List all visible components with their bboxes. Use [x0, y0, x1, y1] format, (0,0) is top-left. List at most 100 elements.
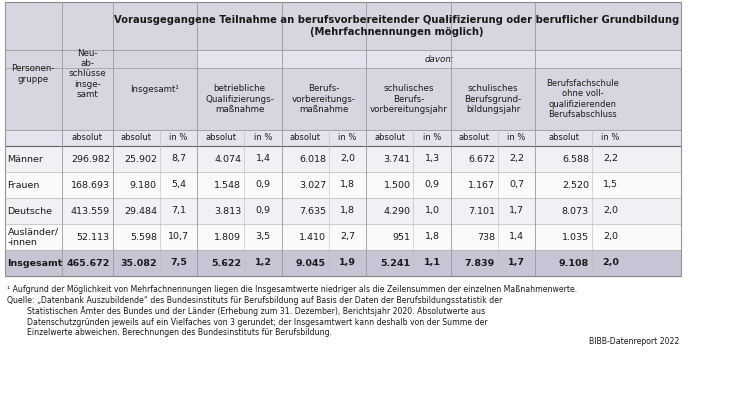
- Text: 5.598: 5.598: [130, 232, 157, 242]
- Text: 25.902: 25.902: [124, 154, 157, 164]
- Bar: [366, 172, 413, 198]
- Bar: [112, 50, 197, 130]
- Bar: [112, 130, 160, 146]
- Text: Deutsche: Deutsche: [7, 206, 53, 216]
- Bar: [4, 172, 62, 198]
- Bar: [629, 172, 681, 198]
- Text: Berufs-
vorbereitungs-
maßnahme: Berufs- vorbereitungs- maßnahme: [292, 84, 356, 114]
- Text: 1.410: 1.410: [299, 232, 326, 242]
- Bar: [498, 250, 535, 276]
- Bar: [413, 198, 451, 224]
- Text: davon:: davon:: [424, 54, 454, 64]
- Text: in %: in %: [423, 134, 441, 142]
- Text: BIBB-Datenreport 2022: BIBB-Datenreport 2022: [589, 337, 679, 346]
- Bar: [197, 172, 245, 198]
- Text: 5.622: 5.622: [211, 258, 242, 268]
- Bar: [197, 146, 245, 172]
- Text: 7.839: 7.839: [465, 258, 495, 268]
- Text: 4.290: 4.290: [383, 206, 410, 216]
- Text: 2,2: 2,2: [509, 154, 524, 164]
- Bar: [366, 130, 413, 146]
- Bar: [282, 130, 328, 146]
- Text: 2,2: 2,2: [603, 154, 618, 164]
- Bar: [328, 130, 366, 146]
- Text: 2,0: 2,0: [602, 258, 619, 268]
- Text: 1.500: 1.500: [383, 180, 410, 190]
- Bar: [535, 250, 592, 276]
- Text: 0,9: 0,9: [425, 180, 439, 190]
- Bar: [112, 2, 681, 50]
- Text: 0,7: 0,7: [509, 180, 524, 190]
- Bar: [366, 224, 413, 250]
- Text: 7.101: 7.101: [468, 206, 495, 216]
- Bar: [245, 198, 282, 224]
- Bar: [328, 250, 366, 276]
- Bar: [62, 172, 112, 198]
- Text: 7.635: 7.635: [299, 206, 326, 216]
- Text: 1,7: 1,7: [509, 206, 524, 216]
- Bar: [629, 130, 681, 146]
- Bar: [160, 130, 197, 146]
- Text: 413.559: 413.559: [71, 206, 110, 216]
- Text: 738: 738: [477, 232, 495, 242]
- Bar: [4, 2, 62, 146]
- Text: absolut: absolut: [120, 134, 152, 142]
- Bar: [160, 224, 197, 250]
- Bar: [62, 224, 112, 250]
- Text: 9.180: 9.180: [130, 180, 157, 190]
- Text: 3,5: 3,5: [255, 232, 271, 242]
- Bar: [413, 146, 451, 172]
- Bar: [197, 250, 245, 276]
- Text: Männer: Männer: [7, 154, 43, 164]
- Bar: [629, 250, 681, 276]
- Bar: [160, 198, 197, 224]
- Bar: [451, 172, 498, 198]
- Bar: [4, 2, 681, 276]
- Text: in %: in %: [507, 134, 526, 142]
- Bar: [535, 146, 592, 172]
- Text: 1,1: 1,1: [423, 258, 441, 268]
- Bar: [366, 198, 413, 224]
- Bar: [4, 146, 62, 172]
- Bar: [366, 68, 451, 130]
- Bar: [592, 250, 629, 276]
- Text: 465.672: 465.672: [66, 258, 110, 268]
- Bar: [413, 130, 451, 146]
- Bar: [197, 130, 245, 146]
- Text: 1,0: 1,0: [425, 206, 439, 216]
- Text: in %: in %: [338, 134, 357, 142]
- Bar: [197, 68, 282, 130]
- Text: 10,7: 10,7: [168, 232, 189, 242]
- Bar: [451, 130, 498, 146]
- Bar: [282, 198, 328, 224]
- Bar: [112, 146, 160, 172]
- Text: schulisches
Berufsgrund-
bildungsjahr: schulisches Berufsgrund- bildungsjahr: [464, 84, 522, 114]
- Text: Vorausgegangene Teilnahme an berufsvorbereitender Qualifizierung oder berufliche: Vorausgegangene Teilnahme an berufsvorbe…: [114, 15, 680, 37]
- Bar: [282, 224, 328, 250]
- Text: 1.035: 1.035: [562, 232, 589, 242]
- Bar: [112, 224, 160, 250]
- Text: ¹ Aufgrund der Möglichkeit von Mehrfachnennungen liegen die Insgesamtwerte niedr: ¹ Aufgrund der Möglichkeit von Mehrfachn…: [7, 285, 577, 294]
- Text: schulisches
Berufs-
vorbereitungsjahr: schulisches Berufs- vorbereitungsjahr: [369, 84, 447, 114]
- Bar: [112, 172, 160, 198]
- Bar: [498, 172, 535, 198]
- Bar: [629, 146, 681, 172]
- Bar: [629, 198, 681, 224]
- Text: 4.074: 4.074: [215, 154, 242, 164]
- Text: absolut: absolut: [290, 134, 320, 142]
- Bar: [245, 172, 282, 198]
- Text: 2,0: 2,0: [603, 232, 618, 242]
- Bar: [451, 250, 498, 276]
- Bar: [245, 146, 282, 172]
- Text: 168.693: 168.693: [71, 180, 110, 190]
- Text: 2,0: 2,0: [340, 154, 355, 164]
- Bar: [197, 50, 681, 68]
- Text: 5.241: 5.241: [380, 258, 410, 268]
- Text: Frauen: Frauen: [7, 180, 40, 190]
- Text: absolut: absolut: [72, 134, 103, 142]
- Text: 2,0: 2,0: [603, 206, 618, 216]
- Bar: [451, 68, 535, 130]
- Text: 3.741: 3.741: [383, 154, 410, 164]
- Bar: [4, 198, 62, 224]
- Bar: [112, 198, 160, 224]
